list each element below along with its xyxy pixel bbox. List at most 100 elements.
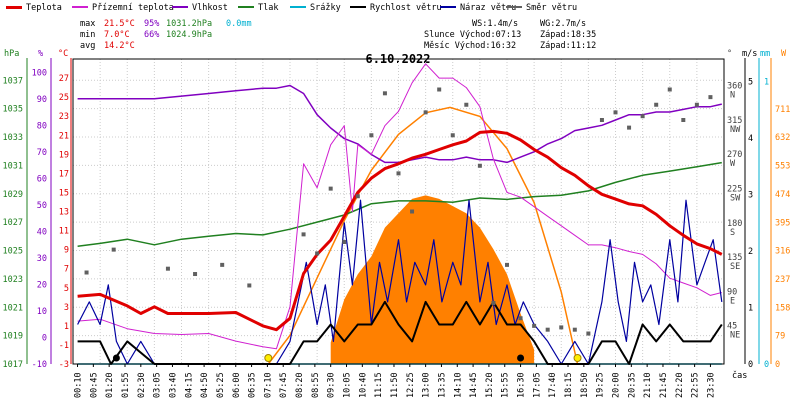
tick-label-compass: NE [730,331,740,341]
stats-moonset: Západ:11:12 [540,41,596,51]
x-tick-label: 03:05 [153,372,163,398]
stats-min-pressure: 1024.9hPa [166,30,212,40]
wind-direction-point [382,91,387,96]
pressure-line [77,161,722,248]
stats-max-temp: 21.5°C [104,19,135,29]
x-tick-label: 09:30 [327,372,337,398]
temperature-line [77,129,723,332]
tick-label-degc: 5 [64,284,69,294]
legend-label: Přízemní teplota [92,3,174,13]
wind-direction-point [654,102,659,107]
tick-label-pct: 50 [37,201,47,211]
x-tick-label: 18:15 [564,372,574,398]
legend-item-naraz-vetru: Náraz větru [440,3,516,13]
tick-label-ms: 1 [748,304,753,314]
tick-label-degc: 19 [59,150,69,160]
x-tick-label: 11:50 [390,372,400,398]
wind-direction-point [193,272,198,277]
x-tick-label: 10:05 [343,372,353,398]
tick-label-hpa: 1025 [3,247,23,257]
tick-label-deg: 270 [727,150,742,160]
tick-label-ms: 2 [748,247,753,257]
tick-label-compass: W [730,159,736,169]
stats-max-humidity: 95% [144,19,159,29]
stats-min-temp: 7.0°C [104,30,130,40]
tick-label-degc: 3 [64,303,69,313]
tick-label-hpa: 1035 [3,105,23,115]
tick-label-hpa: 1021 [3,303,23,313]
tick-label-compass: E [730,296,735,306]
tick-label-mm: 1 [764,78,769,88]
x-tick-label: 03:40 [168,372,178,398]
stats-wind-gust: WG:2.7m/s [540,19,586,29]
wind-direction-point [477,163,482,168]
legend-label: Náraz větru [460,3,516,13]
wind-direction-point [613,110,618,115]
legend-label: Teplota [26,3,62,13]
x-tick-label: 14:10 [453,372,463,398]
wind-direction-point [247,283,252,288]
axis-headers: hPa % °C ° m/s mm W čas [4,49,787,381]
axis-header-w: W [781,49,787,59]
axis-header-deg: ° [727,49,732,59]
solar-radiation-area [330,195,535,364]
tick-label-w: 237 [775,275,790,285]
right-axes: 45NE90E135SE180S225SW270W315NW360N012345… [727,58,790,370]
tick-label-w: 632 [775,133,790,143]
x-tick-label: 12:25 [406,372,416,398]
x-tick-label: 01:20 [105,372,115,398]
tick-label-deg: 45 [727,322,737,332]
tick-label-degc: 7 [64,265,69,275]
tick-label-w: 158 [775,303,790,313]
tick-label-degc: 25 [59,93,69,103]
wind-direction-point [111,247,116,252]
x-tick-label: 22:20 [675,372,685,398]
tick-label-pct: -10 [32,360,47,370]
wind-direction-point [396,171,401,176]
tick-label-deg: 135 [727,253,742,263]
wind-direction-point [545,327,550,332]
tick-label-degc: 1 [64,322,69,332]
legend-item-tlak: Tlak [238,3,278,13]
wind-direction-point [165,266,170,271]
wind-direction-point [450,133,455,138]
wind-direction-point [518,316,523,321]
stats-max-label: max [80,19,95,29]
x-tick-label: 23:30 [706,372,716,398]
tick-label-degc: 13 [59,208,69,218]
stats-sunrise: Slunce Východ:07:13 [424,30,521,40]
x-tick-label: 00:10 [74,372,84,398]
tick-label-hpa: 1033 [3,133,23,143]
tick-label-pct: 40 [37,227,47,237]
legend-label: Tlak [258,3,278,13]
stats-avg-temp: 14.2°C [104,41,135,51]
tick-label-degc: 11 [59,227,69,237]
x-tick-label: 01:55 [121,372,131,398]
tick-label-degc: 9 [64,246,69,256]
tick-label-w: 711 [775,105,790,115]
wind-direction-layer [84,87,713,336]
x-axis: 00:10 00:45 01:20 01:55 02:30 03:05 03:40 04:15… [74,364,716,398]
tick-label-w: 79 [775,332,785,342]
tick-label-pct: 70 [37,148,47,158]
tick-label-w: 553 [775,162,790,172]
tick-label-ms: 4 [748,134,753,144]
x-tick-label: 20:00 [612,372,622,398]
tick-label-ms: 5 [748,78,753,88]
x-tick-label: 17:05 [532,372,542,398]
legend-label: Vlhkost [192,3,228,13]
wind-direction-point [599,118,604,122]
tick-label-deg: 180 [727,219,742,229]
tick-label-hpa: 1029 [3,190,23,200]
tick-label-w: 0 [775,360,780,370]
tick-label-compass: N [730,91,735,101]
tick-label-degc: -1 [59,341,69,351]
wind-direction-point [369,133,374,138]
axis-header-pct: % [38,49,43,59]
stats-min-label: min [80,30,95,40]
x-tick-label: 21:45 [659,372,669,398]
x-tick-label: 04:15 [184,372,194,398]
tick-label-degc: 15 [59,188,69,198]
x-tick-label: 22:55 [691,372,701,398]
x-tick-label: 18:50 [580,372,590,398]
